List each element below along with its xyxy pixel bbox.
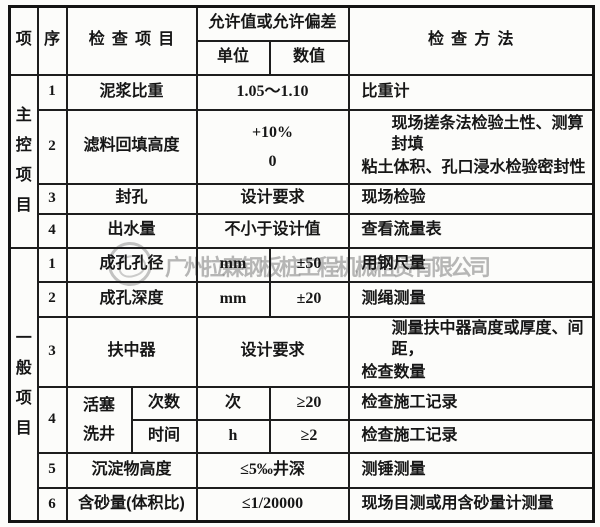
cell-method: 检查施工记录 xyxy=(347,418,595,454)
cell-item: 泥浆比重 xyxy=(65,73,198,111)
section-label-text: 主控项目 xyxy=(15,107,32,214)
header-method: 检查方法 xyxy=(347,5,595,76)
header-seq: 序 xyxy=(36,5,68,76)
header-item: 项 xyxy=(8,5,39,76)
cell-item: 成孔孔径 xyxy=(65,246,198,283)
header-value: 数值 xyxy=(268,39,350,76)
cell-item: 沉淀物高度 xyxy=(65,451,198,489)
cell-unit: mm xyxy=(195,246,271,283)
method-line-1: 现场搓条法检验土性、测算封填 xyxy=(391,115,584,154)
cell-item: 含砂量(体积比) xyxy=(65,486,198,523)
cell-unit: 次 xyxy=(195,385,271,421)
cell-value: ±20 xyxy=(268,280,350,318)
cell-value: ≥2 xyxy=(268,418,350,454)
cell-item: 出水量 xyxy=(65,212,198,249)
cell-value: ≥20 xyxy=(268,385,350,421)
header-allow: 允许值或允许偏差 xyxy=(195,5,350,42)
table-row: 一般项目 1 成孔孔径 mm ±50 用钢尺量 xyxy=(8,246,595,523)
cell-method: 现场搓条法检验土性、测算封填 粘土体积、孔口浸水检验密封性 xyxy=(347,108,595,185)
cell-seq: 1 xyxy=(36,246,68,283)
cell-method: 现场检验 xyxy=(347,182,595,215)
table-row: 2 成孔深度 mm ±20 测绳测量 xyxy=(10,280,595,318)
cell-allow: +10% 0 xyxy=(195,108,350,185)
cell-seq: 6 xyxy=(36,486,68,523)
cell-seq: 5 xyxy=(36,451,68,489)
allow-line-2: 0 xyxy=(268,152,277,170)
cell-item: 活塞 洗井 xyxy=(65,385,133,454)
header-row-2: 单位 数值 xyxy=(10,39,594,76)
header-row-1: 项 序 检查项目 允许值或允许偏差 检查方法 xyxy=(8,5,595,76)
cell-item: 滤料回填高度 xyxy=(65,108,198,185)
cell-unit: h xyxy=(195,418,271,454)
table-row: 5 沉淀物高度 ≤5‰井深 测锤测量 xyxy=(10,451,595,489)
method-line-1: 测量扶中器高度或厚度、间距， xyxy=(391,320,584,359)
cell-method: 测锤测量 xyxy=(347,451,595,489)
section-label-main: 主控项目 xyxy=(8,73,39,249)
table-row: 4 活塞 洗井 次数 次 ≥20 检查施工记录 xyxy=(10,385,595,454)
table-row: 6 含砂量(体积比) ≤1/20000 现场目测或用含砂量计测量 xyxy=(10,486,595,523)
inspection-table: 项 序 检查项目 允许值或允许偏差 检查方法 单位 数值 主控项目 1 泥浆比重… xyxy=(8,5,596,523)
cell-method: 测量扶中器高度或厚度、间距， 检查数量 xyxy=(347,315,595,388)
cell-allow: 设计要求 xyxy=(195,182,350,215)
item-line-2: 洗井 xyxy=(82,425,115,443)
header-unit: 单位 xyxy=(195,39,271,76)
cell-method: 比重计 xyxy=(347,73,595,111)
cell-subitem: 时间 xyxy=(130,418,198,454)
table-row: 主控项目 1 泥浆比重 1.05～1.10 比重计 xyxy=(8,73,595,249)
cell-allow: ≤1/20000 xyxy=(195,486,350,523)
cell-method: 测绳测量 xyxy=(347,280,595,318)
cell-seq: 3 xyxy=(36,315,68,388)
table-row: 4 出水量 不小于设计值 查看流量表 xyxy=(10,212,595,249)
table-row: 时间 h ≥2 检查施工记录 xyxy=(10,418,595,454)
cell-seq: 2 xyxy=(36,108,68,185)
table-row: 2 滤料回填高度 +10% 0 现场搓条法检验土性、测算封填 粘土体积、孔口浸水… xyxy=(10,108,595,185)
cell-seq: 4 xyxy=(36,385,68,454)
cell-method: 现场目测或用含砂量计测量 xyxy=(347,486,595,523)
cell-seq: 3 xyxy=(36,182,68,215)
table-row: 3 封孔 设计要求 现场检验 xyxy=(10,182,595,215)
cell-allow: ≤5‰井深 xyxy=(195,451,350,489)
cell-seq: 4 xyxy=(36,212,68,249)
cell-method: 查看流量表 xyxy=(347,212,595,249)
cell-seq: 2 xyxy=(36,280,68,318)
cell-item: 封孔 xyxy=(65,182,198,215)
header-check-item: 检查项目 xyxy=(65,5,198,76)
cell-item: 成孔深度 xyxy=(65,280,198,318)
method-line-2: 粘土体积、孔口浸水检验密封性 xyxy=(361,158,586,176)
cell-method: 用钢尺量 xyxy=(347,246,595,283)
section-label-text: 一般项目 xyxy=(15,330,32,438)
allow-line-1: +10% xyxy=(251,123,294,141)
cell-allow: 设计要求 xyxy=(195,315,350,388)
cell-method: 检查施工记录 xyxy=(347,385,595,421)
method-line-2: 检查数量 xyxy=(361,363,426,381)
section-label-general: 一般项目 xyxy=(8,246,39,523)
item-line-1: 活塞 xyxy=(82,396,115,414)
cell-subitem: 次数 xyxy=(130,385,198,421)
cell-value: ±50 xyxy=(268,246,350,283)
cell-seq: 1 xyxy=(36,73,68,111)
cell-allow: 1.05～1.10 xyxy=(195,73,350,111)
cell-item: 扶中器 xyxy=(65,315,198,388)
table-row: 3 扶中器 设计要求 测量扶中器高度或厚度、间距， 检查数量 xyxy=(10,315,595,388)
cell-allow: 不小于设计值 xyxy=(195,212,350,249)
cell-unit: mm xyxy=(195,280,271,318)
